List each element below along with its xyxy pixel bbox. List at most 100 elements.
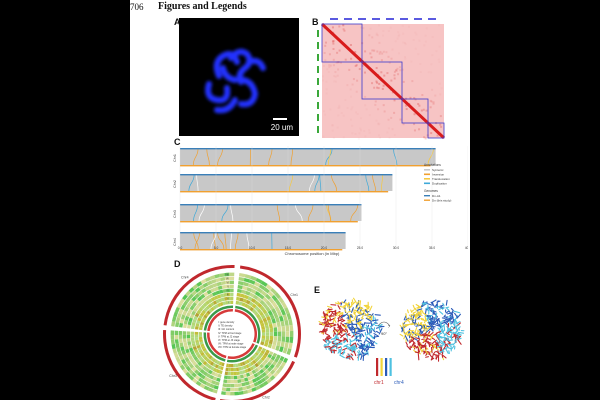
- circos-heat-cell: [199, 383, 206, 389]
- circos-heat-cell: [266, 315, 271, 321]
- chromatin-strand: [328, 322, 335, 325]
- circos-heat-cell: [251, 308, 257, 314]
- circos-heat-cell: [286, 348, 292, 356]
- synteny-ribbon: [290, 148, 294, 166]
- circos-heat-cell: [204, 312, 210, 317]
- circos-heat-cell: [234, 387, 239, 392]
- synteny-ribbon: [217, 148, 223, 166]
- circos-heat-cell: [270, 355, 276, 361]
- circos-heat-cell: [245, 364, 250, 369]
- circos-heat-cell: [254, 351, 259, 356]
- panel-a-micrograph: 20 um: [179, 18, 299, 136]
- chromatin-strand: [332, 343, 337, 347]
- circos-heat-cell: [180, 346, 185, 352]
- chromatin-strand: [350, 353, 354, 356]
- circos-heat-cell: [261, 335, 266, 339]
- circos-heat-cell: [272, 322, 277, 328]
- circos-heat-cell: [198, 334, 203, 338]
- circos-heat-cell: [182, 300, 189, 307]
- chromatin-strand: [430, 325, 434, 332]
- chromatin-strand: [436, 342, 441, 349]
- circos-heat-cell: [211, 371, 216, 376]
- circos-heat-cell: [209, 275, 216, 280]
- circos-heat-cell: [275, 368, 282, 375]
- circos-heat-cell: [238, 280, 244, 286]
- circos-heat-cell: [277, 310, 283, 317]
- hic-left-tick: [317, 102, 319, 109]
- circos-heat-cell: [197, 371, 203, 378]
- circos-heat-cell: [263, 321, 269, 326]
- chromatin-strand: [331, 349, 337, 352]
- circos-heat-cell: [227, 375, 231, 380]
- circos-heat-cell: [208, 293, 214, 298]
- circos-heat-cell: [180, 304, 186, 311]
- circos-heat-cell: [182, 338, 187, 343]
- page-title: Figures and Legends: [158, 1, 247, 12]
- circos-heat-cell: [215, 290, 220, 295]
- circos-legend-item: II: TE density: [218, 325, 233, 328]
- chromatin-strand: [324, 314, 327, 320]
- circos-heat-cell: [212, 362, 217, 368]
- circos-heat-cell: [191, 340, 196, 345]
- circos-heat-cell: [235, 300, 240, 305]
- circos-heat-cell: [213, 385, 219, 390]
- chromatin-strand: [367, 346, 369, 351]
- key-label-chr4: chr4: [394, 380, 404, 386]
- circos-heat-cell: [202, 360, 208, 366]
- circos-heat-cell: [255, 376, 261, 382]
- chromatin-strand: [408, 318, 412, 321]
- circos-heat-cell: [179, 355, 185, 361]
- circos-heat-cell: [190, 358, 195, 364]
- circos-heat-cell: [243, 294, 249, 300]
- circos-heat-cell: [244, 368, 249, 374]
- chr-bar-this-study: [180, 191, 389, 193]
- chromatin-strand: [363, 352, 369, 356]
- circos-heat-cell: [254, 358, 259, 363]
- circos-heat-cell: [198, 284, 205, 291]
- chromatin-strand: [371, 319, 379, 322]
- chromatin-strand: [362, 324, 365, 330]
- chr-bar-a1: [180, 174, 393, 176]
- chromatin-strand: [325, 318, 329, 324]
- circos-heat-cell: [241, 302, 246, 307]
- circos-heat-cell: [284, 319, 289, 326]
- circos-heat-cell: [191, 302, 197, 308]
- circos-heat-cell: [188, 363, 195, 369]
- circos-heat-cell: [269, 327, 274, 333]
- synteny-ribbon: [350, 204, 358, 222]
- chromatin-strand: [423, 338, 426, 343]
- chromatin-strand: [370, 321, 373, 327]
- circos-heat-cell: [187, 320, 192, 326]
- circos-heat-cell: [181, 358, 187, 365]
- circos-heat-cell: [207, 298, 213, 304]
- synteny-ribbon: [288, 174, 294, 192]
- key-label-chr1: chr1: [374, 380, 384, 386]
- circos-heat-cell: [211, 279, 217, 284]
- circos-heat-cell: [245, 372, 251, 377]
- circos-heat-cell: [193, 307, 198, 313]
- circos-heat-cell: [276, 354, 281, 360]
- circos-heat-cell: [203, 314, 208, 319]
- circos-heat-cell: [230, 375, 234, 380]
- chromatin-strand: [350, 314, 354, 318]
- circos-heat-cell: [225, 391, 231, 396]
- chromatin-strand: [353, 346, 356, 352]
- chr-bar-this-study: [180, 165, 431, 167]
- circos-heat-cell: [205, 305, 211, 310]
- circos-heat-cell: [217, 302, 222, 308]
- circos-heat-cell: [194, 363, 200, 369]
- circos-heat-cell: [226, 288, 231, 293]
- circos-heat-cell: [267, 353, 272, 359]
- circos-heat-cell: [254, 305, 260, 311]
- circos-heat-cell: [215, 368, 220, 374]
- synteny-ribbon: [194, 232, 200, 250]
- circos-heat-cell: [265, 349, 270, 354]
- synteny-ribbon: [427, 148, 434, 166]
- circos-heat-cell: [175, 356, 181, 363]
- circos-heat-cell: [244, 274, 252, 279]
- circos-heat-cell: [188, 287, 195, 293]
- circos-heat-cell: [267, 343, 273, 349]
- circos-heat-cell: [201, 354, 207, 359]
- circos-heat-cell: [179, 342, 184, 348]
- circos-heat-cell: [237, 288, 242, 294]
